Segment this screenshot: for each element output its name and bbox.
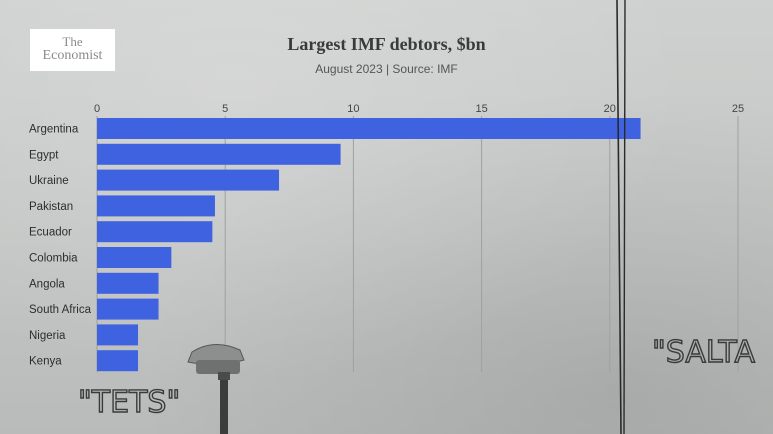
graffiti-right: "SALTA [652, 335, 756, 370]
bars [97, 118, 641, 372]
bar-ecuador [97, 221, 213, 243]
category-label: Ecuador [29, 227, 72, 239]
bar-ukraine [97, 169, 280, 191]
bar-kenya [97, 350, 139, 372]
category-label: Argentina [29, 124, 79, 136]
category-labels: Argentina Egypt Ukraine Pakistan Ecuador Colo… [29, 124, 92, 368]
bar-angola [97, 272, 159, 294]
x-tick-labels: 0 5 10 15 20 25 [94, 103, 744, 115]
category-label: Pakistan [29, 201, 73, 213]
x-tick-label: 15 [475, 103, 487, 115]
category-label: Colombia [29, 253, 78, 265]
x-tick-label: 5 [222, 103, 228, 115]
chart-subtitle: August 2023 | Source: IMF [315, 62, 458, 76]
logo-line-2: Economist [42, 48, 103, 63]
category-label: Angola [29, 278, 65, 290]
bar-pakistan [97, 195, 215, 217]
x-tick-label: 25 [732, 103, 744, 115]
x-tick-label: 10 [347, 103, 359, 115]
x-tick-label: 0 [94, 103, 100, 115]
category-label: Egypt [29, 149, 59, 161]
category-label: Nigeria [29, 330, 66, 342]
bar-south-africa [97, 298, 159, 320]
bar-nigeria [97, 324, 139, 346]
economist-logo: The Economist [30, 29, 115, 71]
bar-colombia [97, 247, 172, 268]
street-lamp [187, 344, 245, 434]
bar-egypt [97, 143, 341, 165]
category-label: South Africa [29, 304, 92, 316]
chart-title: Largest IMF debtors, $bn [287, 34, 486, 54]
x-tick-label: 20 [604, 103, 616, 115]
bar-argentina [97, 118, 641, 139]
cable [616, 0, 626, 434]
graffiti-left: "TETS" [78, 385, 180, 420]
logo-line-1: The [62, 34, 83, 49]
category-label: Kenya [29, 356, 62, 368]
category-label: Ukraine [29, 175, 69, 187]
